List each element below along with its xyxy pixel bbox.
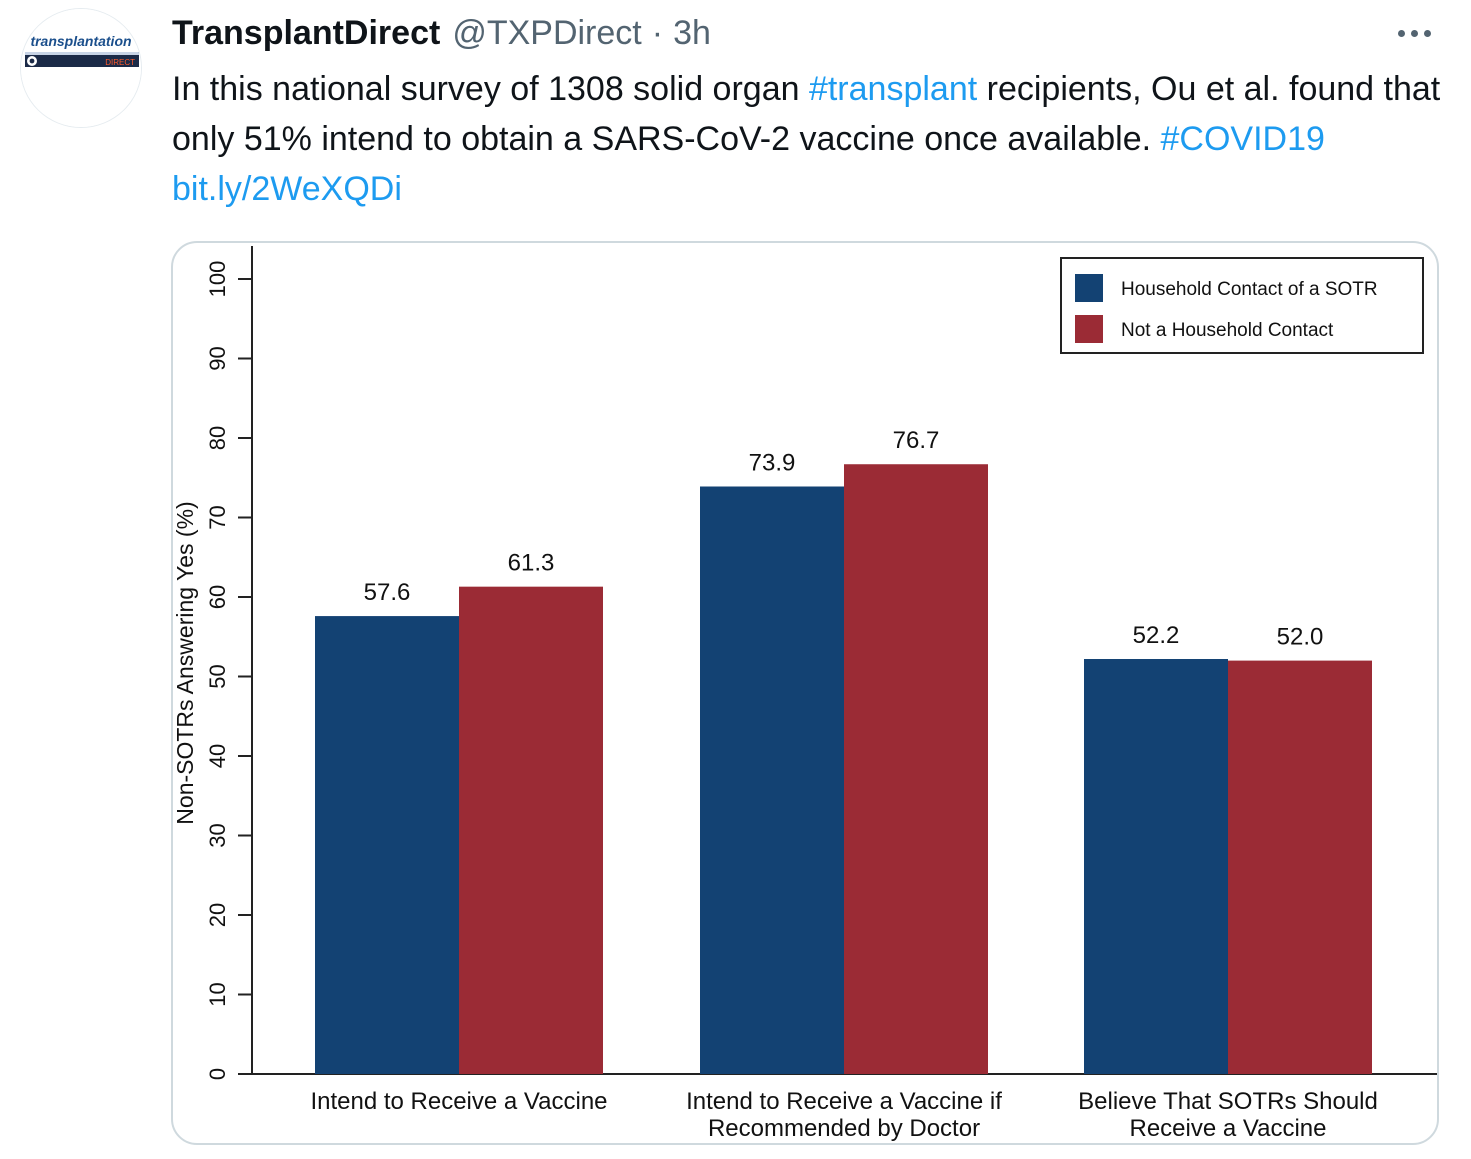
transplantation-direct-logo: transplantation DIRECT: [21, 9, 141, 127]
y-tick-label: 20: [205, 903, 230, 927]
bar-household: [700, 486, 844, 1074]
bar-not-household: [844, 464, 988, 1074]
legend-swatch: [1075, 315, 1103, 343]
y-tick-label: 100: [205, 261, 230, 298]
tweet-header: TransplantDirect @TXPDirect · 3h: [172, 14, 711, 54]
avatar-logo-subtext: DIRECT: [105, 58, 135, 67]
display-name[interactable]: TransplantDirect: [172, 14, 441, 52]
more-options-button[interactable]: [1392, 18, 1436, 48]
data-label: 76.7: [893, 427, 940, 454]
legend-swatch: [1075, 274, 1103, 302]
y-tick-label: 90: [205, 346, 230, 370]
hashtag-covid19-link[interactable]: #COVID19: [1160, 120, 1325, 158]
avatar[interactable]: transplantation DIRECT: [20, 8, 142, 128]
data-label: 57.6: [364, 579, 411, 606]
legend-box: [1060, 257, 1424, 354]
bar-household: [1084, 659, 1228, 1074]
x-tick-label: Intend to Receive a Vaccine: [310, 1088, 607, 1115]
bar-not-household: [1228, 660, 1372, 1074]
data-labels: 57.6 61.3 73.9 76.7 52.2 52.0: [364, 427, 1324, 650]
legend: Household Contact of a SOTR Not a Househo…: [1060, 257, 1424, 354]
more-horizontal-icon-dot: [1410, 29, 1418, 37]
y-tick-label: 70: [205, 505, 230, 529]
more-horizontal-icon-dot: [1423, 29, 1431, 37]
article-link[interactable]: bit.ly/2WeXQDi: [172, 170, 402, 208]
y-axis-title: Non-SOTRs Answering Yes (%): [173, 501, 198, 824]
legend-entry: Not a Household Contact: [1121, 320, 1334, 341]
x-tick-label: Intend to Receive a Vaccine if: [686, 1088, 1002, 1115]
y-tick-label: 50: [205, 664, 230, 688]
y-tick-label: 0: [205, 1068, 230, 1080]
tweet-text-part2: recipients, Ou et al. found that only 51…: [172, 70, 1441, 158]
media-card[interactable]: 0 10 20 30 40 50 60 70 80 90 100 57.6 61.3 73.9 76.7 5…: [171, 241, 1439, 1145]
data-label: 52.2: [1133, 622, 1180, 649]
data-label: 52.0: [1277, 624, 1324, 651]
y-tick-label: 30: [205, 823, 230, 847]
data-label: 61.3: [508, 550, 555, 577]
x-tick-label: Recommended by Doctor: [708, 1115, 980, 1142]
legend-entry: Household Contact of a SOTR: [1121, 279, 1378, 300]
more-horizontal-icon: [1397, 29, 1405, 37]
data-label: 73.9: [749, 449, 796, 476]
y-tick-label: 80: [205, 426, 230, 450]
tweet-timestamp[interactable]: 3h: [673, 14, 711, 52]
bar-household: [315, 616, 459, 1074]
user-handle[interactable]: @TXPDirect: [452, 14, 642, 52]
y-tick-label: 40: [205, 744, 230, 768]
tweet-text: In this national survey of 1308 solid or…: [172, 64, 1442, 214]
separator-dot: ·: [651, 14, 664, 52]
bars: [315, 464, 1372, 1074]
x-tick-label: Believe That SOTRs Should: [1078, 1088, 1378, 1115]
x-axis-labels: Intend to Receive a Vaccine Intend to Rec…: [310, 1088, 1377, 1142]
y-tick-label: 10: [205, 982, 230, 1006]
hashtag-transplant-link[interactable]: #transplant: [808, 70, 978, 108]
bar-not-household: [459, 586, 603, 1074]
x-tick-label: Receive a Vaccine: [1130, 1115, 1327, 1142]
avatar-logo-text: transplantation: [30, 33, 131, 49]
tweet-text-part1: In this national survey of 1308 solid or…: [172, 70, 809, 108]
y-tick-label: 60: [205, 585, 230, 609]
